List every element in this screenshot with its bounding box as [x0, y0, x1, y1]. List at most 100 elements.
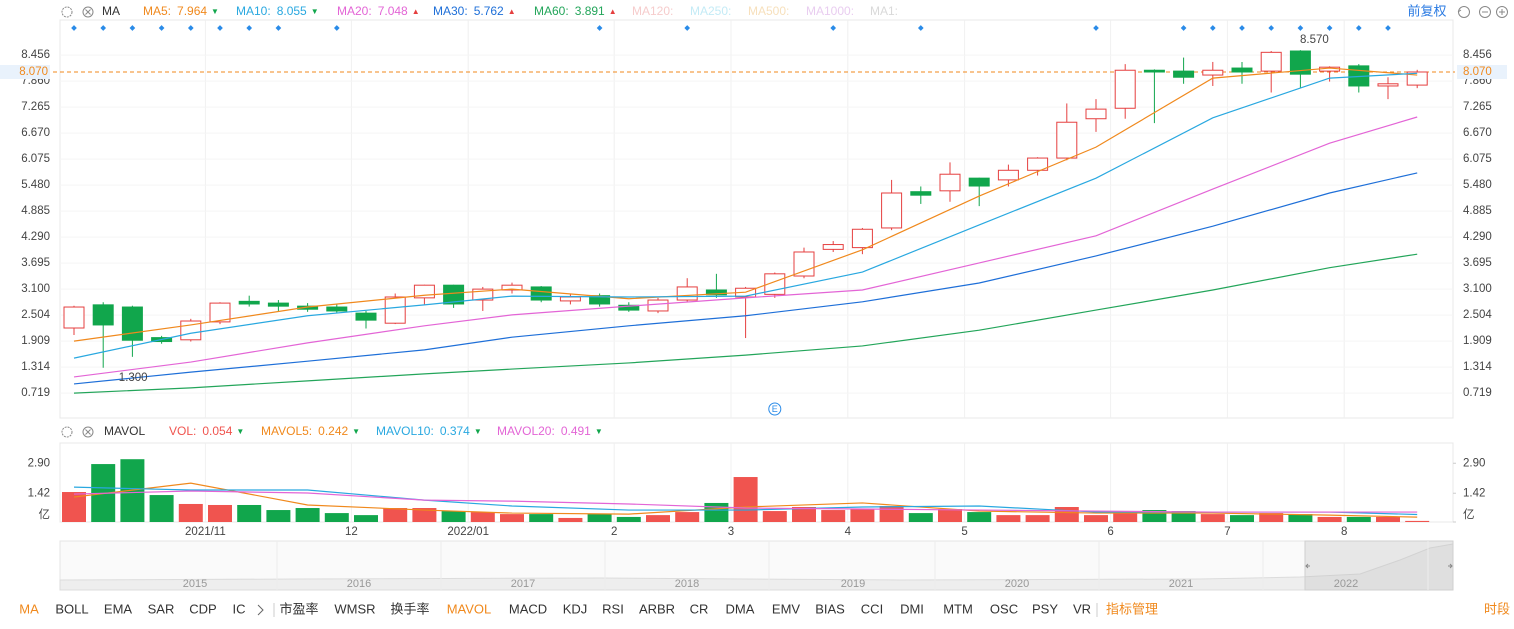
- volume-bar: [470, 512, 495, 522]
- legend-name[interactable]: MA10:: [236, 4, 271, 18]
- indicator-tab[interactable]: DMA: [726, 601, 755, 616]
- legend-trend: ▼: [311, 7, 319, 16]
- indicator-tab[interactable]: BIAS: [815, 601, 845, 616]
- candle-body: [443, 284, 465, 305]
- legend-name[interactable]: MA20:: [337, 4, 372, 18]
- legend-value: 8.055: [277, 4, 307, 18]
- indicator-tab[interactable]: KDJ: [563, 601, 588, 616]
- indicator-tab[interactable]: VR: [1073, 601, 1091, 616]
- extreme-label: 8.570: [1300, 34, 1329, 46]
- indicator-tab[interactable]: 换手率: [390, 601, 429, 616]
- legend-trend: ▼: [211, 7, 219, 16]
- event-dot: [217, 25, 223, 31]
- toolbar-icon[interactable]: [1499, 9, 1505, 15]
- event-dot: [1326, 25, 1333, 31]
- indicator-tab[interactable]: PSY: [1032, 601, 1058, 616]
- indicator-tab[interactable]: CR: [690, 601, 709, 616]
- candle-body: [997, 169, 1019, 181]
- indicator-tab[interactable]: CDP: [189, 601, 216, 616]
- event-dot: [917, 25, 924, 31]
- navigator-handle[interactable]: [1305, 563, 1453, 569]
- indicator-tab[interactable]: OSC: [990, 601, 1018, 616]
- event-dot: [1268, 25, 1275, 31]
- legend-name[interactable]: MAVOL5:: [261, 424, 312, 438]
- indicator-tab[interactable]: MAVOL: [447, 601, 492, 616]
- navigator-year: 2015: [183, 578, 207, 590]
- indicator-tab[interactable]: SAR: [148, 601, 175, 616]
- candle-body: [1143, 69, 1165, 73]
- indicator-tab[interactable]: WMSR: [334, 601, 375, 616]
- legend-name[interactable]: MA60:: [534, 4, 569, 18]
- volume-bar: [938, 509, 962, 522]
- legend-name[interactable]: MA1:: [870, 4, 898, 18]
- main-panel: [59, 19, 1454, 419]
- toolbar-icon[interactable]: [1496, 6, 1508, 18]
- legend-name[interactable]: MAVOL20:: [497, 424, 555, 438]
- navigator-year: 2021: [1169, 578, 1193, 590]
- close-icon[interactable]: [82, 426, 94, 438]
- indicator-tab[interactable]: 市盈率: [279, 601, 318, 616]
- toolbar-icon[interactable]: [1479, 6, 1491, 18]
- toolbar-icon[interactable]: [1458, 6, 1470, 18]
- legend-name[interactable]: MA250:: [690, 4, 731, 18]
- y-tick-label-right: 2.90: [1463, 457, 1485, 469]
- price-label: 8.070: [19, 66, 48, 78]
- indicator-tab[interactable]: MACD: [509, 601, 547, 616]
- event-dot: [158, 25, 165, 31]
- volume-bar: [967, 512, 992, 522]
- indicator-tab[interactable]: CCI: [861, 601, 883, 616]
- volume-bar: [1025, 515, 1050, 522]
- event-dot: [333, 25, 340, 31]
- close-icon[interactable]: [85, 429, 91, 435]
- y-tick-label: 1.909: [21, 335, 50, 347]
- ma-line: [73, 67, 1418, 342]
- indicator-tab[interactable]: MA: [19, 601, 39, 616]
- y-tick-label: 7.265: [21, 101, 50, 113]
- volume-bar: [1054, 507, 1079, 522]
- close-icon[interactable]: [85, 9, 91, 15]
- volume-bar: [996, 515, 1021, 522]
- event-dot: [100, 25, 107, 31]
- adjust-button[interactable]: 前复权: [1407, 3, 1446, 18]
- indicator-tab[interactable]: ARBR: [639, 601, 675, 616]
- indicator-tab[interactable]: RSI: [602, 601, 624, 616]
- indicator-tab[interactable]: EMA: [104, 601, 133, 616]
- navigator-window[interactable]: [1304, 540, 1454, 591]
- legend-name[interactable]: VOL:: [169, 424, 196, 438]
- candle-body: [121, 306, 143, 341]
- legend-name[interactable]: MA30:: [433, 4, 468, 18]
- legend-name[interactable]: MA5:: [143, 4, 171, 18]
- indicator-tab[interactable]: MTM: [943, 601, 973, 616]
- close-icon[interactable]: [82, 6, 94, 18]
- indicator-tab[interactable]: EMV: [772, 601, 801, 616]
- legend-name[interactable]: MA120:: [632, 4, 673, 18]
- legend-name[interactable]: MAVOL10:: [376, 424, 434, 438]
- y-tick-label-right: 1.42: [1463, 487, 1485, 499]
- indicator-tab[interactable]: BOLL: [55, 601, 88, 616]
- volume-bar: [821, 510, 846, 522]
- settings-icon[interactable]: [61, 6, 73, 18]
- candle-body: [209, 302, 231, 323]
- volume-bar: [500, 514, 524, 522]
- candle-body: [705, 289, 727, 296]
- manage-button[interactable]: 指标管理: [1106, 601, 1158, 616]
- indicator-tab[interactable]: IC: [233, 601, 246, 616]
- settings-icon[interactable]: [61, 426, 73, 438]
- y-tick-label: 1.314: [21, 361, 50, 373]
- candle-body: [1114, 69, 1136, 109]
- indicator-tab[interactable]: DMI: [900, 601, 924, 616]
- tab-chevron[interactable]: [257, 604, 264, 616]
- legend-value: 3.891: [575, 4, 605, 18]
- legend-name[interactable]: MA1000:: [806, 4, 854, 18]
- y-tick-label-right: 6.075: [1463, 153, 1492, 165]
- candle-body: [559, 296, 581, 302]
- candle-body: [297, 305, 319, 310]
- y-tick-label: 3.100: [21, 283, 50, 295]
- y-tick-label: 亿: [39, 508, 51, 521]
- legend-name[interactable]: MA500:: [748, 4, 789, 18]
- volume-bar: [383, 508, 408, 522]
- indicator-title: MAVOL: [104, 424, 145, 438]
- period-button[interactable]: 时段: [1484, 601, 1510, 616]
- candle-body: [618, 304, 640, 311]
- toolbar-icon[interactable]: [1457, 9, 1462, 13]
